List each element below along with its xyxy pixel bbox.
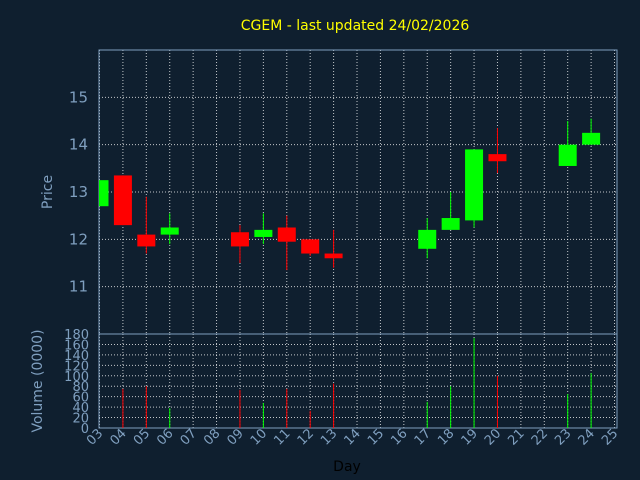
volume-bars <box>122 338 592 428</box>
volume-tick-label: 120 <box>64 359 89 374</box>
price-tick-label: 12 <box>69 230 88 248</box>
candle-body <box>137 234 156 247</box>
price-tick-label: 11 <box>69 278 88 296</box>
candle-body <box>441 218 460 230</box>
candle-body <box>324 253 343 259</box>
volume-tick-label: 100 <box>64 370 89 385</box>
price-axis-ticks: 11 12 13 14 15 <box>69 88 88 295</box>
volume-tick-label: 40 <box>72 401 89 416</box>
volume-axis-label: Volume (0000) <box>30 329 46 432</box>
candle-body <box>488 154 507 162</box>
candle-body <box>160 227 179 235</box>
grid <box>99 50 617 429</box>
candle-body <box>418 229 437 249</box>
candle-body <box>230 232 249 247</box>
price-tick-label: 15 <box>69 88 88 106</box>
volume-tick-label: 80 <box>72 380 89 395</box>
volume-tick-label: 60 <box>72 391 89 406</box>
x-axis-label: Day <box>333 459 361 475</box>
volume-tick-label: 140 <box>64 349 89 364</box>
candle-body <box>113 175 132 226</box>
candle-body <box>99 180 109 207</box>
price-axis-label: Price <box>40 175 56 209</box>
volume-tick-label: 0 <box>81 422 89 437</box>
candle-body <box>465 149 484 221</box>
candle-body <box>301 239 320 254</box>
candle-body <box>558 144 577 166</box>
volume-tick-label: 180 <box>64 328 89 343</box>
candle-body <box>254 229 273 237</box>
candles <box>99 118 601 271</box>
price-tick-label: 13 <box>69 183 88 201</box>
volume-plot-frame <box>98 333 618 429</box>
price-tick-label: 14 <box>69 136 88 154</box>
chart-title: CGEM - last updated 24/02/2026 <box>241 18 470 34</box>
volume-tick-label: 160 <box>64 338 89 353</box>
volume-tick-label: 20 <box>72 412 89 427</box>
x-axis-ticks: 03 04 05 06 07 08 09 10 11 12 13 14 15 16 17 18 19 20 21 22… <box>84 426 621 448</box>
candle-body <box>582 132 601 145</box>
candle-body <box>277 227 296 242</box>
